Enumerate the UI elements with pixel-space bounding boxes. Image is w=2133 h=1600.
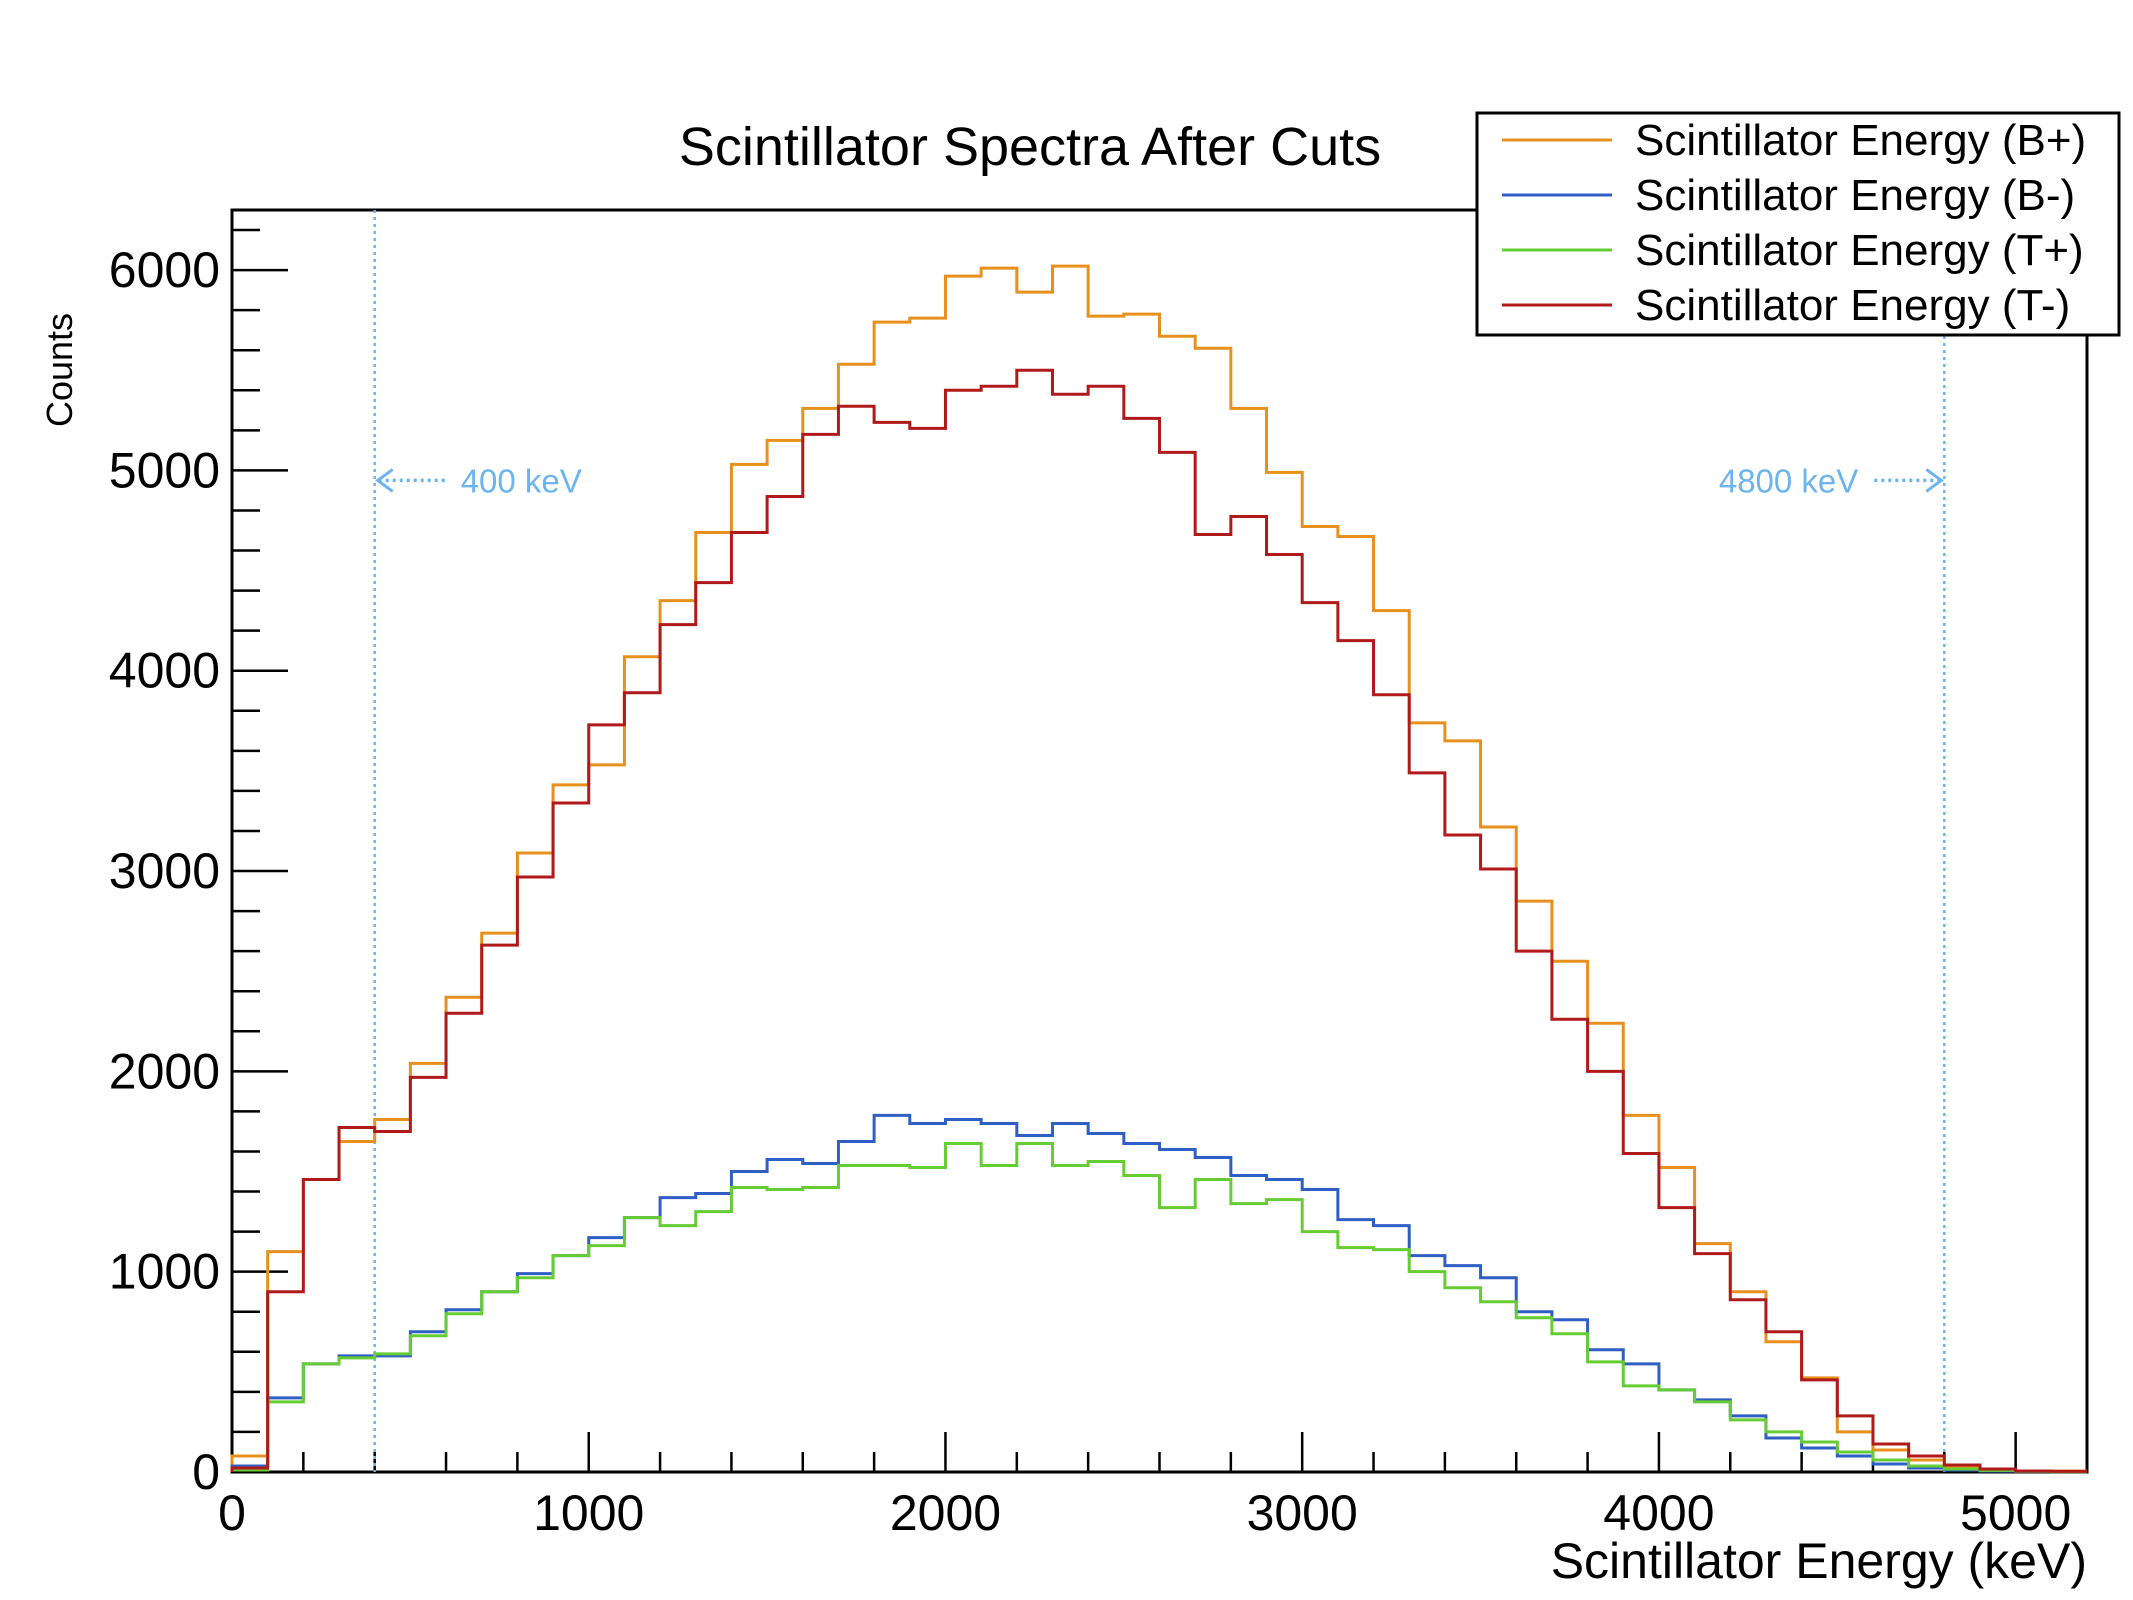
series-lines xyxy=(230,264,2087,1474)
x-axis-title: Scintillator Energy (keV) xyxy=(1551,1533,2087,1589)
cut-annotation: 4800 keV xyxy=(1719,462,1858,499)
legend-label: Scintillator Energy (T+) xyxy=(1635,226,2084,275)
legend-label: Scintillator Energy (B+) xyxy=(1635,116,2086,165)
x-tick-labels: 0 1000 2000 3000 4000 5000 xyxy=(218,1485,2071,1541)
x-tick-label: 3000 xyxy=(1247,1485,1358,1541)
legend: Scintillator Energy (B+) Scintillator Ene… xyxy=(1475,111,2121,337)
arrow-head xyxy=(375,468,394,493)
x-tick-label: 5000 xyxy=(1960,1485,2071,1541)
legend-label: Scintillator Energy (B-) xyxy=(1635,171,2075,220)
x-tick-label: 1000 xyxy=(533,1485,644,1541)
y-tick-label: 0 xyxy=(192,1444,220,1500)
x-tick-label: 0 xyxy=(218,1485,246,1541)
y-tick-label: 3000 xyxy=(109,843,220,899)
series-line xyxy=(230,1113,2087,1474)
y-tick-label: 5000 xyxy=(109,442,220,498)
legend-label: Scintillator Energy (T-) xyxy=(1635,281,2070,330)
series-line xyxy=(230,264,2087,1473)
legend-box xyxy=(1475,111,2121,337)
plot-frame xyxy=(230,208,2089,1474)
cut-markers: 400 keV 4800 keV xyxy=(373,210,1946,1472)
y-axis-title: Counts xyxy=(39,313,80,427)
cut-annotation: 400 keV xyxy=(461,462,582,499)
x-tick-label: 2000 xyxy=(890,1485,1001,1541)
y-tick-label: 2000 xyxy=(109,1043,220,1099)
chart-title: Scintillator Spectra After Cuts xyxy=(679,117,1381,177)
axis-ticks xyxy=(230,228,2089,1474)
x-tick-label: 4000 xyxy=(1603,1485,1714,1541)
y-tick-label: 4000 xyxy=(109,643,220,699)
y-tick-labels: 0 1000 2000 3000 4000 5000 6000 xyxy=(109,242,220,1500)
y-tick-label: 6000 xyxy=(109,242,220,298)
arrow-head xyxy=(1925,468,1944,493)
y-tick-label: 1000 xyxy=(109,1244,220,1300)
series-line xyxy=(230,1141,2087,1474)
series-line xyxy=(230,368,2087,1473)
